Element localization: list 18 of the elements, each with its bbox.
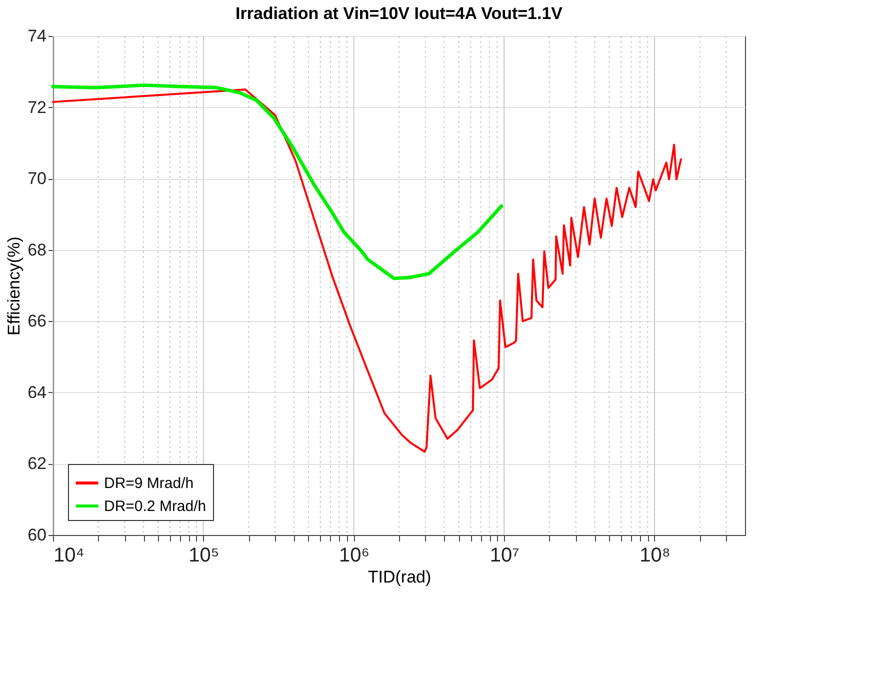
- x-tick-label: 10⁸: [640, 544, 670, 566]
- legend-label: DR=9 Mrad/h: [104, 475, 194, 492]
- y-tick-label: 60: [28, 526, 46, 544]
- x-tick-label: 10⁶: [338, 544, 370, 566]
- x-tick-label: 10⁴: [54, 544, 84, 566]
- y-tick-label: 62: [28, 454, 46, 474]
- y-tick-label: 74: [28, 26, 46, 46]
- y-tick-label: 64: [28, 382, 46, 402]
- x-axis-title: TID(rad): [368, 568, 432, 586]
- y-axis-title: Efficiency(%): [4, 236, 24, 336]
- y-tick-label: 72: [28, 98, 46, 117]
- y-tick-label: 68: [28, 240, 46, 260]
- x-tick-label: 10⁵: [188, 544, 220, 566]
- legend-label: DR=0.2 Mrad/h: [104, 498, 206, 515]
- chart-title: Irradiation at Vin=10V Iout=4A Vout=1.1V: [235, 4, 564, 23]
- y-tick-label: 66: [28, 312, 46, 331]
- y-tick-label: 70: [28, 169, 46, 188]
- x-tick-label: 10⁷: [490, 544, 520, 566]
